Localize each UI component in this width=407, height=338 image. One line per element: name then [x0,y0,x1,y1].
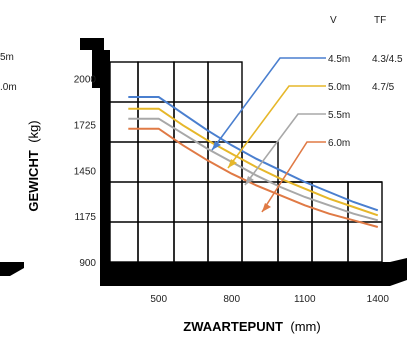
y-axis-unit: (kg) [26,120,41,142]
legend-header-v: V [330,15,337,26]
legend-pointer [227,85,326,169]
series-line [128,96,379,212]
arrow-head [262,203,271,212]
left-fragment-label: .0m [0,82,17,93]
legend-entry-tf: 4.3/4.5 [372,54,403,65]
x-tick-label: 1400 [367,294,390,305]
legend-header-tf: TF [374,15,386,26]
arrow-head [245,176,254,185]
legend-entry-name: 4.5m [328,54,350,65]
series-line [128,117,379,222]
legend-pointer [211,57,326,151]
legend-pointers [211,57,326,213]
y-axis-title: GEWICHT (kg) [25,120,42,211]
legend-pointer [244,113,326,186]
arrow-head [212,141,221,150]
x-axis-unit: (mm) [290,319,320,334]
y-tick-labels: 900 1175 1450 1725 2000 [74,75,97,269]
series-line [128,107,379,217]
x-tick-label: 800 [223,294,240,305]
legend-entry-name: 5.5m [328,110,350,121]
grid-cell [207,61,243,263]
series-line [128,127,379,228]
y-tick-label: 2000 [74,75,97,86]
x-axis-label: ZWAARTEPUNT [183,319,283,334]
y-tick-label: 1725 [74,121,97,132]
arrow-head [228,159,237,168]
x-tick-label: 500 [150,294,167,305]
series-layer [128,96,379,228]
legend: 4.5m 4.3/4.5 5.0m 4.7/5 5.5m 6.0m [328,54,403,149]
y-tick-label: 1450 [74,166,97,177]
x-tick-label: 1100 [294,294,316,305]
legend-entry-name: 6.0m [328,138,350,149]
left-fragment-label: 5m [0,52,14,63]
legend-entry-tf: 4.7/5 [372,82,395,93]
grid-cell [137,61,175,263]
grid-cell [173,61,209,263]
legend-pointer [261,141,326,213]
y-tick-label: 900 [79,258,96,269]
grid-cell [109,61,139,263]
x-tick-labels: 500 800 1100 1400 [150,294,389,305]
fork-silhouette [80,38,407,286]
x-axis-title: ZWAARTEPUNT (mm) [183,318,320,335]
y-axis-label: GEWICHT [26,150,41,211]
left-fork-fragment [0,262,24,276]
legend-entry-name: 5.0m [328,82,350,93]
y-tick-label: 1175 [74,212,96,223]
